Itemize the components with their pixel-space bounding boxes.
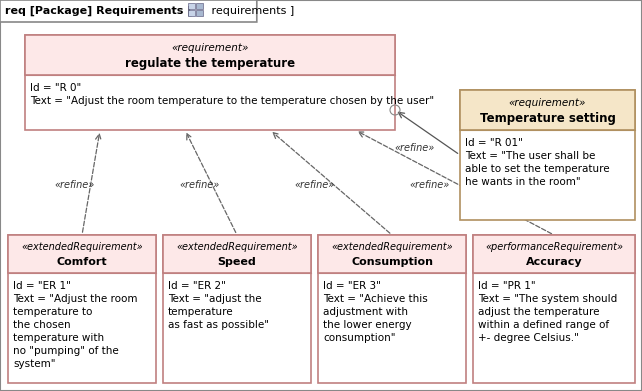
Text: «extendedRequirement»: «extendedRequirement» xyxy=(176,242,298,252)
Text: Text = "Achieve this: Text = "Achieve this xyxy=(323,294,428,304)
Text: «extendedRequirement»: «extendedRequirement» xyxy=(331,242,453,252)
Bar xyxy=(163,235,311,383)
Text: «refine»: «refine» xyxy=(180,180,220,190)
Text: Id = "R 0": Id = "R 0" xyxy=(30,83,82,93)
Text: the lower energy: the lower energy xyxy=(323,320,412,330)
Text: adjust the temperature: adjust the temperature xyxy=(478,307,600,317)
Text: system": system" xyxy=(13,359,55,369)
Text: Speed: Speed xyxy=(218,257,256,267)
Text: Text = "The user shall be: Text = "The user shall be xyxy=(465,151,595,161)
Text: «extendedRequirement»: «extendedRequirement» xyxy=(21,242,143,252)
Text: Text = "adjust the: Text = "adjust the xyxy=(168,294,262,304)
Text: Text = "The system should: Text = "The system should xyxy=(478,294,617,304)
Bar xyxy=(473,235,635,383)
Text: Id = "ER 3": Id = "ER 3" xyxy=(323,281,381,291)
Text: no "pumping" of the: no "pumping" of the xyxy=(13,346,119,356)
Bar xyxy=(460,90,635,130)
FancyBboxPatch shape xyxy=(0,0,257,22)
Bar xyxy=(473,235,635,273)
Text: Consumption: Consumption xyxy=(351,257,433,267)
Bar xyxy=(25,35,395,130)
Text: req [Package] Requirements [: req [Package] Requirements [ xyxy=(5,6,193,16)
Text: Text = "Adjust the room: Text = "Adjust the room xyxy=(13,294,137,304)
Text: «refine»: «refine» xyxy=(55,180,95,190)
Text: Id = "PR 1": Id = "PR 1" xyxy=(478,281,535,291)
Text: the chosen: the chosen xyxy=(13,320,71,330)
Text: adjustment with: adjustment with xyxy=(323,307,408,317)
Bar xyxy=(8,235,156,383)
Text: temperature to: temperature to xyxy=(13,307,92,317)
Text: Comfort: Comfort xyxy=(56,257,107,267)
Text: «refine»: «refine» xyxy=(295,180,335,190)
Bar xyxy=(196,10,203,16)
Text: «refine»: «refine» xyxy=(410,180,450,190)
Text: within a defined range of: within a defined range of xyxy=(478,320,609,330)
Text: temperature: temperature xyxy=(168,307,234,317)
Bar xyxy=(318,235,466,383)
Text: «performanceRequirement»: «performanceRequirement» xyxy=(485,242,623,252)
Text: temperature with: temperature with xyxy=(13,333,104,343)
Bar xyxy=(460,90,635,220)
Text: Id = "ER 2": Id = "ER 2" xyxy=(168,281,226,291)
Text: +- degree Celsius.": +- degree Celsius." xyxy=(478,333,579,343)
Bar xyxy=(318,235,466,273)
Bar xyxy=(8,235,156,273)
Bar xyxy=(188,10,195,16)
Text: «requirement»: «requirement» xyxy=(171,43,248,53)
Bar xyxy=(196,3,203,9)
Text: «requirement»: «requirement» xyxy=(509,98,586,108)
Text: Id = "ER 1": Id = "ER 1" xyxy=(13,281,71,291)
Bar xyxy=(188,3,195,9)
Text: regulate the temperature: regulate the temperature xyxy=(125,57,295,70)
Text: he wants in the room": he wants in the room" xyxy=(465,177,580,187)
Text: Temperature setting: Temperature setting xyxy=(480,112,616,125)
Text: «refine»: «refine» xyxy=(395,143,435,153)
Bar xyxy=(163,235,311,273)
Text: Id = "R 01": Id = "R 01" xyxy=(465,138,523,148)
Text: Text = "Adjust the room temperature to the temperature chosen by the user": Text = "Adjust the room temperature to t… xyxy=(30,96,434,106)
Text: consumption": consumption" xyxy=(323,333,395,343)
Bar xyxy=(25,35,395,75)
Text: able to set the temperature: able to set the temperature xyxy=(465,164,610,174)
Text: as fast as possible": as fast as possible" xyxy=(168,320,269,330)
Text: Accuracy: Accuracy xyxy=(526,257,582,267)
Text: requirements ]: requirements ] xyxy=(208,6,294,16)
